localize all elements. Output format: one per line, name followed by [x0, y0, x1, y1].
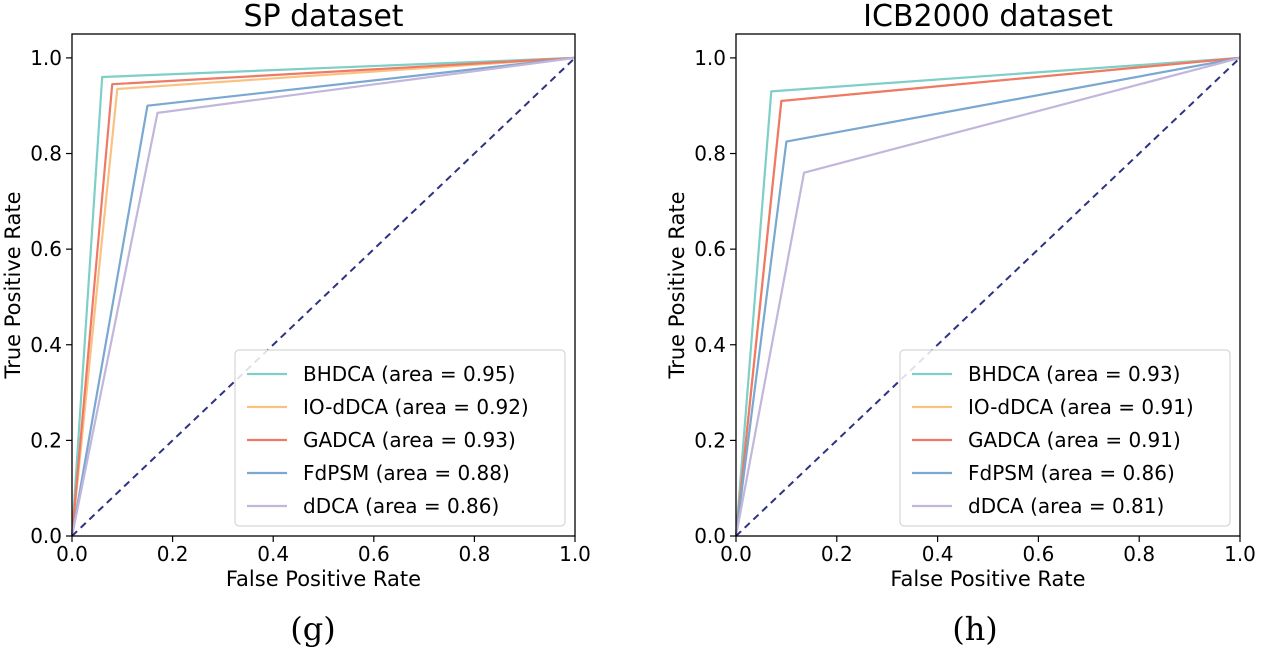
y-tick-label: 1.0 [694, 46, 726, 70]
x-tick-label: 0.8 [1123, 542, 1155, 566]
x-tick-label: 0.0 [720, 542, 752, 566]
legend-entry-0: BHDCA (area = 0.95) [303, 362, 515, 386]
roc-panel-0: SP dataset 0.0 0.2 0.4 0.6 0.8 1.0 0.0 0.2 0.4 0.6… [1, 0, 591, 648]
y-tick-label: 0.6 [30, 237, 62, 261]
roc-panel-1: ICB2000 dataset 0.0 0.2 0.4 0.6 0.8 1.0 0.0 0.2 0… [665, 0, 1256, 648]
legend-entry-2: GADCA (area = 0.93) [303, 428, 516, 452]
x-tick-label: 0.2 [821, 542, 853, 566]
chance-diagonal [71, 57, 576, 537]
chart-title: SP dataset [243, 0, 403, 34]
legend: BHDCA (area = 0.93) IO-dDCA (area = 0.91)… [899, 349, 1231, 527]
legend-box [234, 349, 566, 527]
legend-entry-4: dDCA (area = 0.81) [968, 494, 1164, 518]
y-tick-label: 0.6 [694, 237, 726, 261]
series-line-1 [70, 56, 576, 537]
legend-entry-1: IO-dDCA (area = 0.92) [303, 395, 529, 419]
series-line-2 [70, 56, 576, 537]
x-tick-label: 1.0 [1224, 542, 1256, 566]
legend: BHDCA (area = 0.95) IO-dDCA (area = 0.92)… [234, 349, 566, 527]
y-tick-label: 0.8 [30, 142, 62, 166]
series-line-3 [734, 56, 1241, 537]
legend-box [899, 349, 1231, 527]
figure-caption: (h) [952, 610, 998, 648]
y-axis-label: True Positive Rate [665, 191, 689, 379]
series-line-0 [734, 56, 1241, 537]
x-tick-label: 0.6 [1022, 542, 1054, 566]
x-tick-label: 0.4 [922, 542, 954, 566]
y-tick-label: 0.2 [694, 428, 726, 452]
figure-caption: (g) [290, 610, 335, 648]
x-tick-label: 0.6 [358, 542, 390, 566]
series-line-4 [70, 56, 576, 537]
chart-title: ICB2000 dataset [863, 0, 1113, 34]
y-tick-label: 0.0 [694, 524, 726, 548]
series-line-3 [70, 56, 576, 537]
y-tick-label: 0.8 [694, 142, 726, 166]
legend-entry-3: FdPSM (area = 0.86) [968, 461, 1175, 485]
legend-entry-0: BHDCA (area = 0.93) [968, 362, 1180, 386]
y-tick-label: 0.4 [694, 333, 726, 357]
y-tick-label: 0.0 [30, 524, 62, 548]
y-tick-label: 0.4 [30, 333, 62, 357]
y-tick-label: 1.0 [30, 46, 62, 70]
chance-diagonal [735, 57, 1241, 537]
legend-entry-2: GADCA (area = 0.91) [968, 428, 1181, 452]
plot-frame [735, 33, 1241, 537]
legend-entry-3: FdPSM (area = 0.88) [303, 461, 510, 485]
plot-frame [71, 33, 576, 537]
x-tick-label: 0.0 [56, 542, 88, 566]
legend-entry-4: dDCA (area = 0.86) [303, 494, 499, 518]
x-axis-label: False Positive Rate [226, 567, 421, 591]
series-line-4 [734, 56, 1241, 537]
x-tick-label: 0.2 [157, 542, 189, 566]
series-line-2 [734, 56, 1241, 537]
x-tick-label: 0.8 [458, 542, 490, 566]
x-tick-label: 1.0 [559, 542, 591, 566]
series-line-0 [70, 56, 576, 537]
y-tick-label: 0.2 [30, 428, 62, 452]
y-axis-label: True Positive Rate [1, 191, 25, 379]
legend-entry-1: IO-dDCA (area = 0.91) [968, 395, 1194, 419]
x-tick-label: 0.4 [257, 542, 289, 566]
x-axis-label: False Positive Rate [890, 567, 1085, 591]
